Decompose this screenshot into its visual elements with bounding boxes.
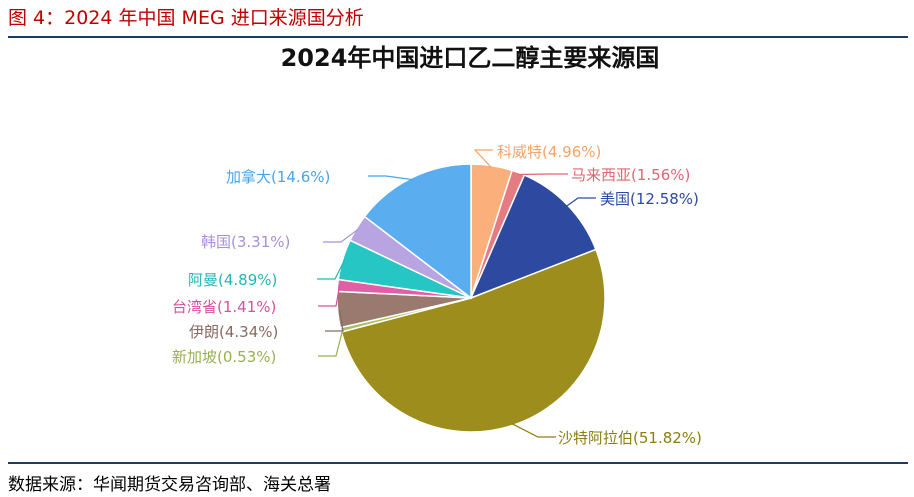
data-label: 美国(12.58%) xyxy=(600,190,699,208)
data-label: 沙特阿拉伯(51.82%) xyxy=(558,429,702,447)
chart-title: 2024年中国进口乙二醇主要来源国 xyxy=(281,44,660,72)
leader-line xyxy=(323,228,359,243)
leader-line xyxy=(511,423,556,438)
leader-line xyxy=(318,285,341,307)
pie-slice xyxy=(340,248,606,433)
leader-line xyxy=(565,197,596,207)
bottom-divider xyxy=(8,462,908,464)
leader-lines xyxy=(317,149,596,438)
data-label: 马来西亚(1.56%) xyxy=(571,166,690,184)
leader-line xyxy=(325,309,344,332)
pie-slice xyxy=(363,163,472,300)
figure-caption: 图 4：2024 年中国 MEG 进口来源国分析 xyxy=(8,7,364,29)
data-label: 伊朗(4.34%) xyxy=(189,323,278,341)
top-divider xyxy=(8,36,908,38)
pie-chart: 2024年中国进口乙二醇主要来源国 科威特(4.96%) 马来西亚(1.56%) 美… xyxy=(172,44,702,447)
source-note: 数据来源：华闻期货交易咨询部、海关总署 xyxy=(8,475,331,495)
data-labels: 科威特(4.96%) 马来西亚(1.56%) 美国(12.58%) 沙特阿拉伯(51.… xyxy=(172,143,702,447)
leader-line xyxy=(368,175,413,181)
pie-slices xyxy=(336,163,606,433)
data-label: 加拿大(14.6%) xyxy=(226,168,330,186)
data-label: 新加坡(0.53%) xyxy=(172,348,276,366)
leader-line xyxy=(318,329,344,357)
data-label: 台湾省(1.41%) xyxy=(172,298,276,316)
data-label: 科威特(4.96%) xyxy=(497,143,601,161)
data-label: 韩国(3.31%) xyxy=(201,233,290,251)
data-label: 阿曼(4.89%) xyxy=(188,271,277,289)
leader-line xyxy=(317,259,346,280)
leader-line xyxy=(473,149,493,169)
